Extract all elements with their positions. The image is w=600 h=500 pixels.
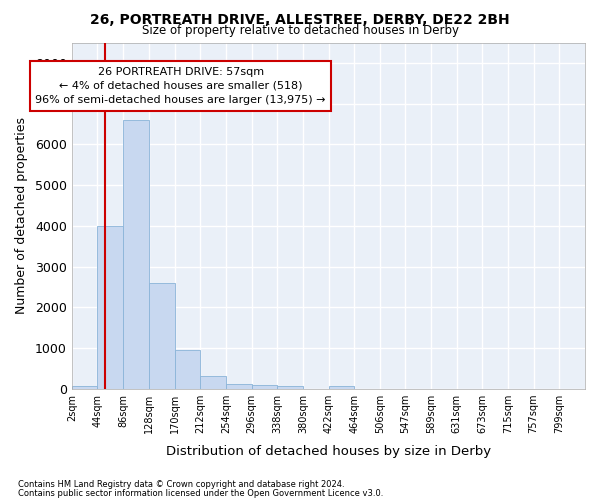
Text: Contains HM Land Registry data © Crown copyright and database right 2024.: Contains HM Land Registry data © Crown c… [18,480,344,489]
Bar [277,386,303,389]
Text: 26 PORTREATH DRIVE: 57sqm
← 4% of detached houses are smaller (518)
96% of semi-: 26 PORTREATH DRIVE: 57sqm ← 4% of detach… [35,67,326,105]
Bar [97,226,123,389]
Bar [226,384,251,389]
Bar [329,386,355,389]
Y-axis label: Number of detached properties: Number of detached properties [15,118,28,314]
Bar [251,384,277,389]
Bar [149,283,175,389]
Bar [200,376,226,389]
Bar [123,120,149,389]
Text: 26, PORTREATH DRIVE, ALLESTREE, DERBY, DE22 2BH: 26, PORTREATH DRIVE, ALLESTREE, DERBY, D… [90,12,510,26]
X-axis label: Distribution of detached houses by size in Derby: Distribution of detached houses by size … [166,444,491,458]
Bar [72,386,97,389]
Bar [175,350,200,389]
Text: Size of property relative to detached houses in Derby: Size of property relative to detached ho… [142,24,458,37]
Text: Contains public sector information licensed under the Open Government Licence v3: Contains public sector information licen… [18,488,383,498]
